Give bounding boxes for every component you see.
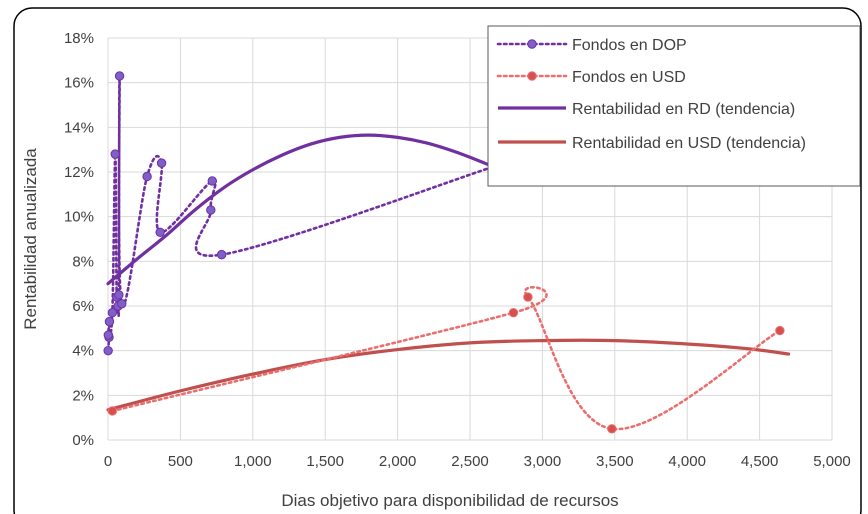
- legend-label: Fondos en USD: [572, 69, 686, 86]
- x-tick-label: 1,500: [306, 453, 344, 470]
- legend-box: [487, 25, 861, 187]
- legend-item: Rentabilidad en USD (tendencia): [498, 135, 806, 152]
- series-1: [107, 286, 785, 434]
- series-line: [111, 286, 782, 431]
- legend-item: Rentabilidad en RD (tendencia): [498, 101, 795, 118]
- y-tick-label: 10%: [64, 209, 94, 226]
- data-point: [206, 205, 216, 215]
- trend-line: [106, 338, 791, 412]
- data-point: [207, 176, 217, 186]
- data-point: [142, 171, 152, 182]
- y-tick-label: 18%: [64, 30, 94, 47]
- y-tick-label: 16%: [64, 75, 94, 92]
- data-point: [103, 330, 113, 340]
- legend-label: Fondos en DOP: [572, 37, 687, 54]
- data-point: [107, 406, 118, 416]
- x-axis-title: Dias objetivo para disponibilidad de rec…: [281, 491, 618, 510]
- x-tick-label: 3,500: [596, 453, 634, 470]
- data-point: [103, 345, 113, 356]
- x-tick-label: 500: [168, 453, 193, 470]
- data-point: [107, 308, 118, 318]
- y-tick-label: 8%: [72, 253, 94, 270]
- legend-item: Fondos en DOP: [496, 37, 687, 54]
- data-point: [607, 424, 617, 434]
- x-tick-label: 1,000: [234, 453, 272, 470]
- trend-line: [106, 133, 500, 286]
- series-0: [103, 71, 503, 356]
- legend-item: Fondos en USD: [496, 69, 686, 86]
- y-axis-title: Rentabilidad anualizada: [21, 148, 40, 330]
- x-tick-label: 3,000: [524, 453, 562, 470]
- series-2: [106, 133, 500, 286]
- data-point: [117, 299, 127, 309]
- x-tick-label: 0: [104, 453, 112, 470]
- data-point: [523, 292, 533, 302]
- data-point: [156, 158, 167, 168]
- data-point: [508, 308, 519, 318]
- y-tick-label: 6%: [72, 298, 94, 315]
- legend-label: Rentabilidad en RD (tendencia): [572, 101, 795, 118]
- data-point: [216, 249, 227, 260]
- series-layer: [103, 71, 791, 434]
- legend-swatch-marker: [527, 39, 537, 49]
- data-point: [104, 316, 115, 327]
- data-point: [114, 290, 124, 300]
- y-tick-label: 14%: [64, 119, 94, 136]
- data-point: [110, 149, 120, 159]
- y-tick-label: 4%: [72, 343, 94, 360]
- data-point: [114, 71, 125, 81]
- series-3: [106, 338, 791, 412]
- x-tick-label: 2,500: [451, 453, 489, 470]
- y-tick-label: 0%: [72, 432, 94, 449]
- data-point: [155, 227, 165, 238]
- y-tick-label: 2%: [72, 387, 94, 404]
- x-tick-label: 2,000: [379, 453, 417, 470]
- legend-label: Rentabilidad en USD (tendencia): [572, 135, 806, 152]
- y-axis-ticks: 0% 2% 4% 6% 8% 10% 12% 14% 16% 18%: [64, 30, 94, 449]
- legend: Fondos en DOP Fondos en USD Rentabilidad e…: [487, 25, 861, 187]
- x-tick-label: 4,000: [668, 453, 706, 470]
- x-axis-ticks: 0 500 1,000 1,500 2,000 2,500 3,000 3,500 4,000 4…: [104, 453, 851, 470]
- x-tick-label: 5,000: [813, 453, 851, 470]
- legend-swatch-marker: [527, 71, 537, 81]
- x-tick-label: 4,500: [741, 453, 779, 470]
- data-point: [775, 325, 785, 336]
- y-tick-label: 12%: [64, 164, 94, 181]
